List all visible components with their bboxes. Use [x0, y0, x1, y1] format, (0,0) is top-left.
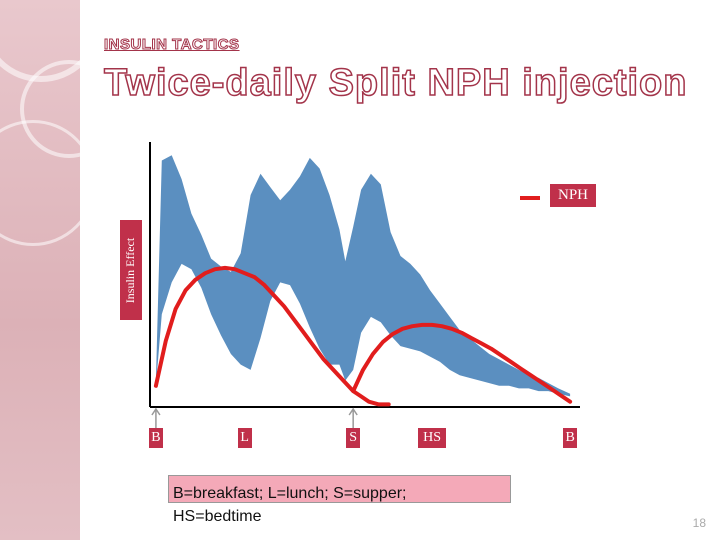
footnote-box: B=breakfast; L=lunch; S=supper; HS=bedti…	[168, 475, 511, 525]
y-axis-label: Insulin Effect	[120, 220, 142, 320]
tick-label-breakfast-next: B	[563, 428, 578, 448]
legend-label-nph: NPH	[550, 184, 597, 207]
tick-label-supper: S	[346, 428, 361, 448]
tick-label-lunch: L	[237, 428, 252, 448]
nph-line-layer	[153, 265, 573, 407]
tick-arrow-layer	[151, 407, 358, 428]
chart-legend: NPH	[520, 184, 597, 207]
slide-title: Twice-daily Split NPH injection	[103, 61, 688, 105]
nph-curve-segment-2	[351, 322, 573, 404]
tick-label-breakfast: B	[148, 428, 163, 448]
footnote-text: B=breakfast; L=lunch; S=supper; HS=bedti…	[173, 485, 407, 525]
decorative-side-strip	[0, 0, 118, 540]
page-number: 18	[692, 516, 706, 530]
section-title: INSULIN TACTICS	[104, 36, 240, 54]
tick-arrow-s	[348, 407, 358, 428]
legend-swatch-nph	[520, 195, 540, 200]
tick-label-bedtime: HS	[418, 428, 447, 448]
tick-arrow-b	[151, 407, 161, 428]
y-axis-label-text: Insulin Effect	[123, 237, 138, 303]
